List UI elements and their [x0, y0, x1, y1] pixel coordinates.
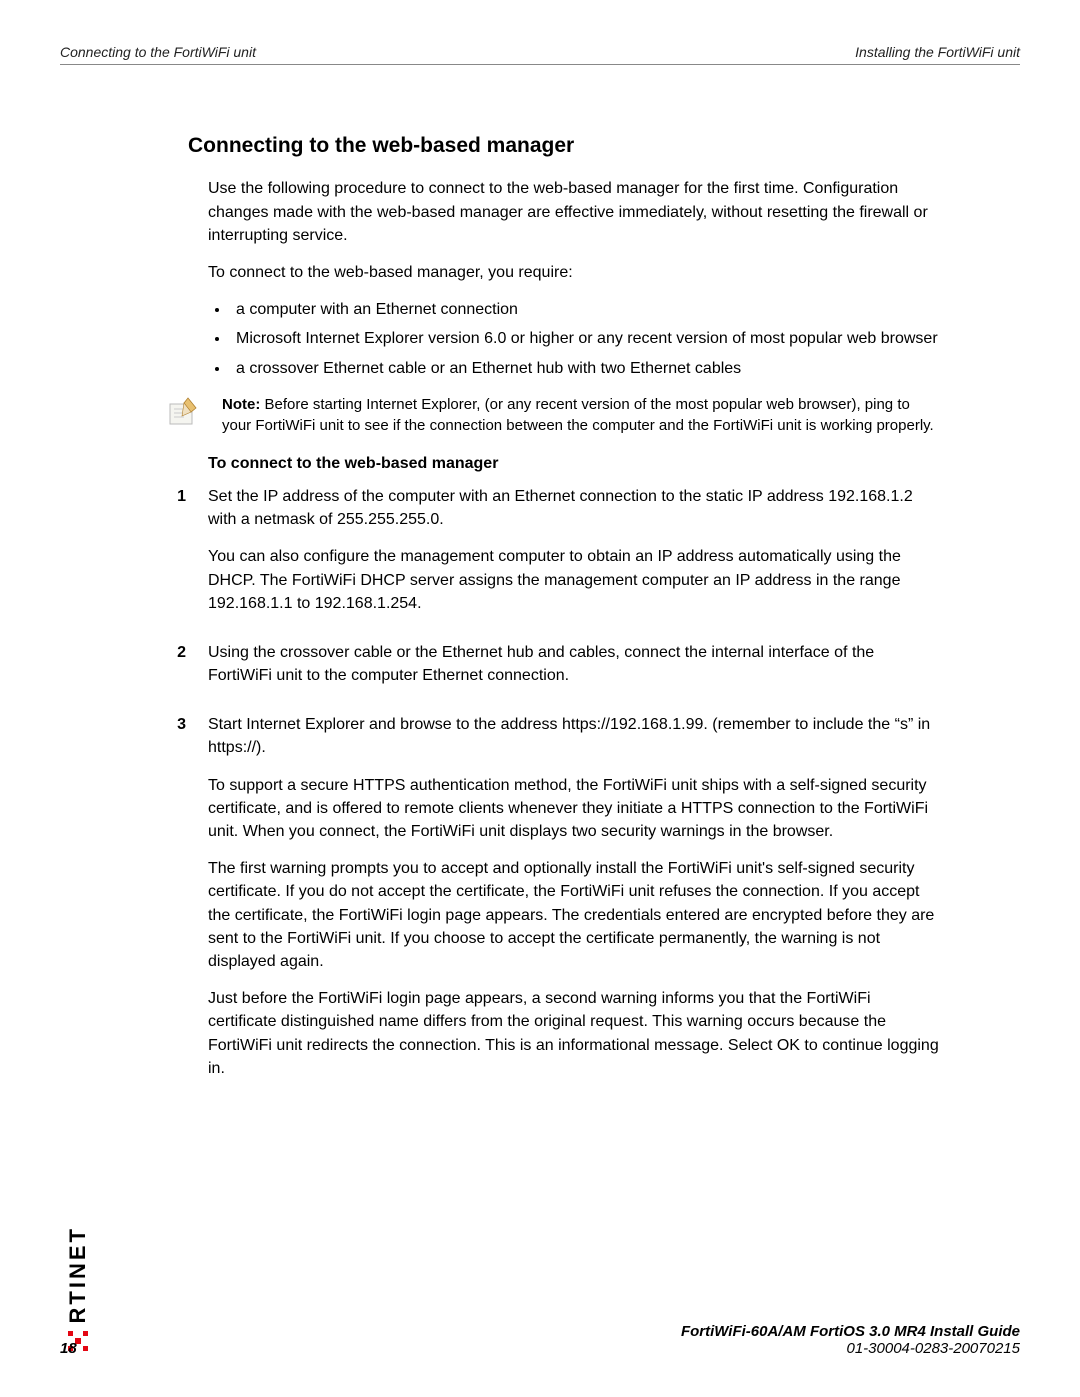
page-number: 18 [60, 1340, 77, 1357]
note-icon [164, 394, 204, 434]
note-label: Note: [222, 396, 260, 413]
page-footer: 18 FortiWiFi-60A/AM FortiOS 3.0 MR4 Inst… [60, 1323, 1020, 1357]
requirements-list: a computer with an Ethernet connection M… [208, 298, 940, 380]
logo-text: RTINET [65, 1226, 91, 1323]
list-item: a computer with an Ethernet connection [230, 298, 940, 321]
requires-intro: To connect to the web-based manager, you… [208, 261, 940, 284]
procedure-subheading: To connect to the web-based manager [208, 452, 940, 475]
step-para: The first warning prompts you to accept … [208, 857, 940, 973]
footer-meta: FortiWiFi-60A/AM FortiOS 3.0 MR4 Install… [681, 1323, 1020, 1357]
step-body: Set the IP address of the computer with … [208, 485, 940, 629]
step-body: Start Internet Explorer and browse to th… [208, 713, 940, 1094]
section-title: Connecting to the web-based manager [188, 131, 940, 161]
step-3: 3 Start Internet Explorer and browse to … [208, 713, 940, 1094]
step-para: Start Internet Explorer and browse to th… [208, 713, 940, 759]
header-right: Installing the FortiWiFi unit [855, 44, 1020, 60]
step-para: You can also configure the management co… [208, 545, 940, 615]
step-body: Using the crossover cable or the Etherne… [208, 641, 940, 701]
step-para: Using the crossover cable or the Etherne… [208, 641, 940, 687]
brand-logo: RTINET [64, 1151, 92, 1351]
footer-line2: 01-30004-0283-20070215 [681, 1340, 1020, 1357]
step-2: 2 Using the crossover cable or the Ether… [208, 641, 940, 701]
page-root: Connecting to the FortiWiFi unit Install… [0, 0, 1080, 1397]
intro-paragraph: Use the following procedure to connect t… [208, 177, 940, 247]
step-number: 2 [162, 641, 186, 701]
step-number: 1 [162, 485, 186, 629]
step-number: 3 [162, 713, 186, 1094]
page-content: Connecting to the web-based manager Use … [60, 131, 1020, 1094]
step-para: To support a secure HTTPS authentication… [208, 774, 940, 844]
step-para: Set the IP address of the computer with … [208, 485, 940, 531]
page-header: Connecting to the FortiWiFi unit Install… [60, 44, 1020, 65]
note-text: Note: Before starting Internet Explorer,… [222, 394, 940, 436]
list-item: a crossover Ethernet cable or an Etherne… [230, 357, 940, 380]
step-para: Just before the FortiWiFi login page app… [208, 987, 940, 1080]
step-1: 1 Set the IP address of the computer wit… [208, 485, 940, 629]
note-body: Before starting Internet Explorer, (or a… [222, 396, 934, 434]
header-left: Connecting to the FortiWiFi unit [60, 44, 256, 60]
note-block: Note: Before starting Internet Explorer,… [164, 394, 940, 436]
footer-line1: FortiWiFi-60A/AM FortiOS 3.0 MR4 Install… [681, 1323, 1020, 1340]
list-item: Microsoft Internet Explorer version 6.0 … [230, 327, 940, 350]
